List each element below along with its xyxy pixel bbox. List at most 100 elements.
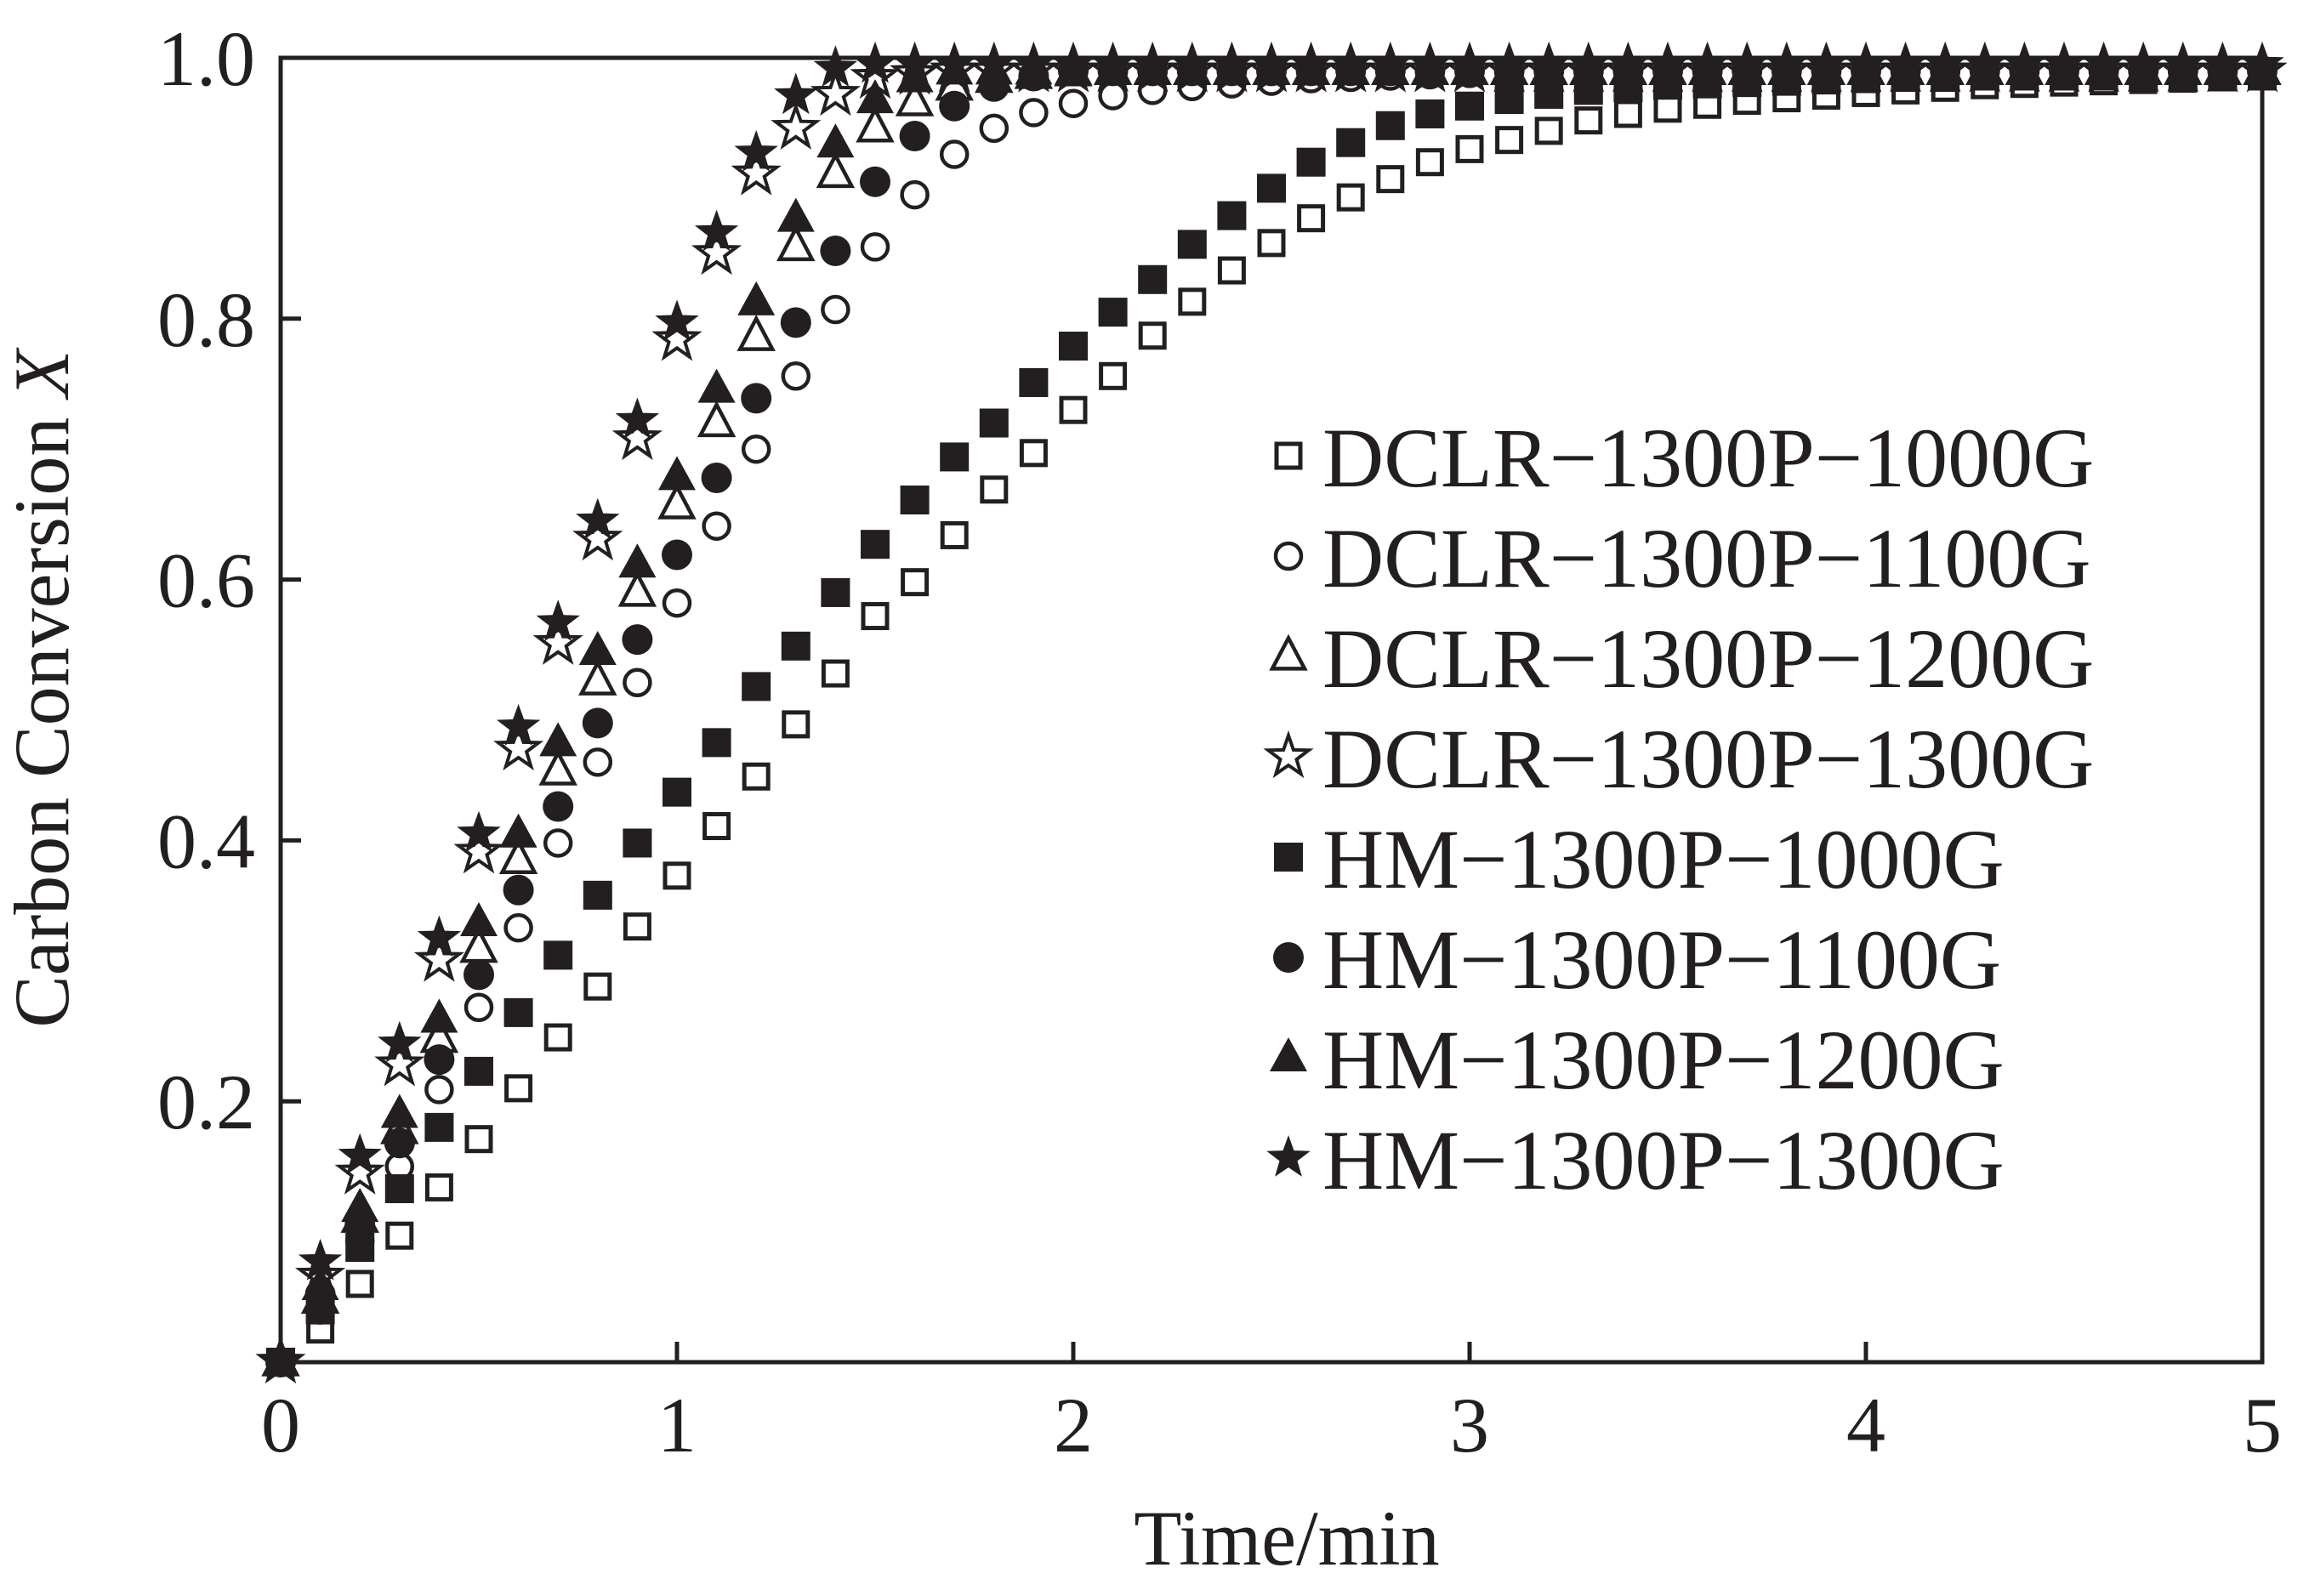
- data-point: [940, 442, 970, 472]
- data-point: [781, 631, 810, 661]
- data-point: [1130, 41, 1174, 83]
- data-point: [853, 41, 897, 83]
- legend-item: HM−1300P−1100G: [1254, 912, 2258, 1007]
- x-axis-ticks: 0 1 2 3 4 5: [261, 1342, 2282, 1468]
- legend-item: DCLR−1300P−1300G: [1254, 711, 2258, 806]
- data-point: [780, 307, 811, 338]
- data-point: [821, 659, 850, 688]
- y-tick-label: 0.2: [157, 1059, 255, 1145]
- data-point: [420, 998, 458, 1033]
- data-point: [1336, 128, 1366, 157]
- legend-item-background: [1254, 410, 2258, 502]
- data-point: [1883, 41, 1928, 83]
- data-point: [1217, 201, 1247, 230]
- data-point: [2042, 41, 2086, 83]
- data-point: [1058, 88, 1089, 118]
- data-point: [2200, 41, 2245, 83]
- legend-marker: [1263, 730, 1314, 779]
- data-point: [338, 1133, 382, 1175]
- data-point: [2002, 41, 2047, 83]
- data-point: [2161, 41, 2205, 83]
- data-point: [543, 791, 574, 822]
- data-point: [583, 747, 613, 777]
- data-point: [503, 912, 533, 943]
- data-point: [2081, 41, 2126, 83]
- data-point: [1217, 256, 1246, 285]
- x-axis-title: Time/min: [1134, 1495, 1440, 1582]
- legend-marker: [1273, 541, 1304, 571]
- data-point: [860, 166, 890, 197]
- data-point: [504, 1074, 533, 1103]
- data-point: [691, 227, 742, 275]
- data-point: [694, 209, 739, 252]
- legend-item: HM−1300P−1200G: [1254, 1012, 2258, 1107]
- data-point: [861, 530, 890, 559]
- legend-item: HM−1300P−1000G: [1254, 811, 2258, 906]
- data-point: [1059, 332, 1088, 361]
- data-point: [697, 400, 736, 438]
- data-point: [741, 434, 771, 464]
- data-point: [1613, 99, 1642, 128]
- data-point: [821, 577, 850, 607]
- data-point: [1336, 183, 1365, 212]
- data-point: [662, 539, 692, 571]
- x-tick-label: 2: [1054, 1382, 1093, 1468]
- plot-frame: [278, 55, 2265, 1365]
- data-point: [1844, 41, 1888, 83]
- data-point: [301, 1266, 339, 1301]
- data-point: [384, 1173, 414, 1203]
- data-point: [781, 361, 811, 391]
- data-point: [734, 130, 778, 172]
- y-tick-label: 0.8: [157, 276, 255, 363]
- data-point: [939, 90, 970, 122]
- y-tick-label: 0.6: [157, 537, 255, 624]
- data-point: [464, 1056, 493, 1086]
- data-point: [2121, 41, 2165, 83]
- data-point: [1415, 148, 1444, 177]
- data-point: [658, 456, 696, 491]
- data-point: [464, 992, 494, 1023]
- data-point: [731, 147, 782, 196]
- data-point: [816, 151, 856, 189]
- data-point: [1297, 204, 1326, 233]
- data-point: [662, 588, 692, 618]
- data-point: [1051, 41, 1095, 83]
- data-point: [543, 828, 573, 858]
- data-point: [702, 728, 731, 758]
- data-point: [1646, 41, 1690, 83]
- legend-marker: [1270, 1037, 1307, 1071]
- data-point: [503, 874, 534, 906]
- data-point: [539, 722, 577, 757]
- axes: 0 1 2 3 4 5 0.2 0.4 0.6 0.8 1.0: [157, 15, 2282, 1468]
- data-point: [1408, 41, 1453, 83]
- data-point: [417, 915, 462, 957]
- data-point: [493, 722, 544, 771]
- data-point: [499, 813, 537, 848]
- data-point: [1296, 147, 1326, 177]
- data-point: [1209, 41, 1254, 83]
- data-point: [543, 940, 573, 970]
- data-point: [623, 667, 652, 698]
- legend-label: DCLR−1300P−1000G: [1322, 411, 2094, 505]
- data-point: [1527, 41, 1571, 83]
- data-point: [1685, 41, 1730, 83]
- data-point: [972, 41, 1016, 83]
- data-point: [384, 1127, 415, 1159]
- y-axis-title-variable: X: [0, 347, 85, 401]
- data-point: [702, 812, 731, 841]
- data-point: [1257, 229, 1286, 258]
- x-tick-label: 1: [657, 1382, 697, 1468]
- legend-label: DCLR−1300P−1100G: [1322, 511, 2091, 605]
- data-point: [741, 383, 772, 414]
- data-point: [503, 997, 533, 1027]
- data-point: [1606, 41, 1651, 83]
- data-point: [980, 475, 1009, 504]
- data-point: [341, 1187, 379, 1222]
- legend-item-background: [1254, 1112, 2258, 1204]
- data-point: [901, 568, 930, 597]
- data-point: [702, 511, 731, 541]
- legend-marker: [1274, 843, 1303, 872]
- data-point: [1011, 41, 1056, 83]
- data-point: [736, 314, 776, 351]
- data-point: [578, 630, 617, 665]
